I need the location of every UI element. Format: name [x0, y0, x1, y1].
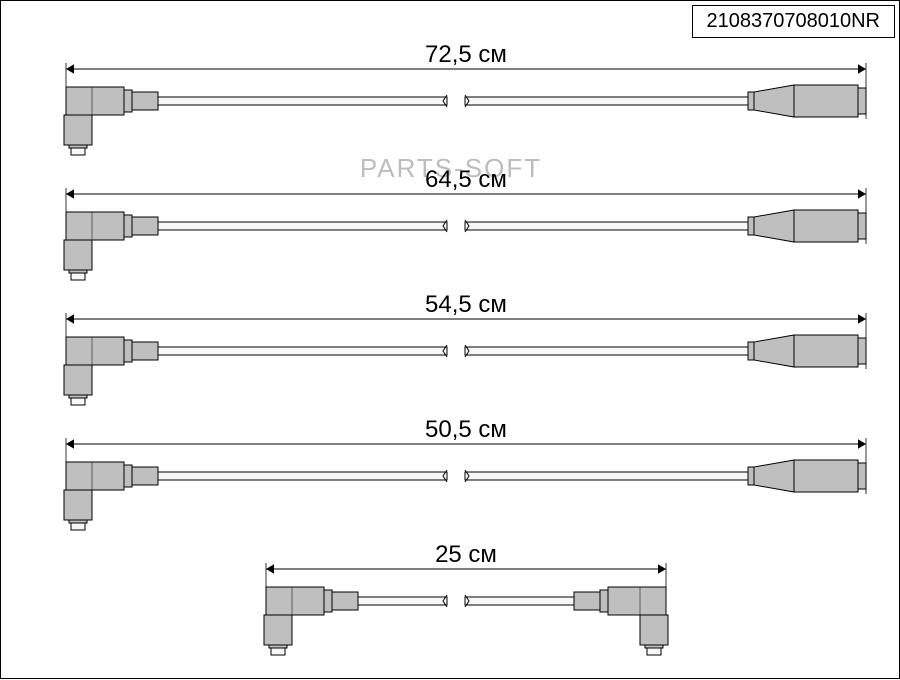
- dim-label-0: 72,5 см: [425, 41, 507, 69]
- drawing-canvas: 2108370708010NR PARTS-SOFT 72,5 см 64,5 …: [0, 0, 900, 679]
- dim-label-3: 50,5 см: [425, 416, 507, 444]
- dim-label-4: 25 см: [435, 541, 497, 569]
- dim-label-1: 64,5 см: [425, 166, 507, 194]
- dim-label-2: 54,5 см: [425, 291, 507, 319]
- drawing-svg: [1, 1, 900, 680]
